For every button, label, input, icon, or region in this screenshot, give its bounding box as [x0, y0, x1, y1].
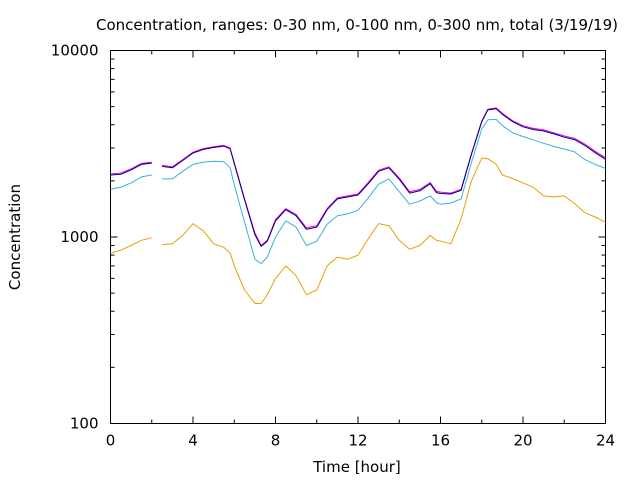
x-tick-label: 4 [188, 432, 198, 450]
x-tick-label: 20 [513, 432, 532, 450]
series-line-1 [110, 157, 606, 304]
axis-tick-labels: 0 4 8 12 16 20 24 100 1000 10000 [51, 42, 615, 450]
x-tick-label: 0 [106, 432, 116, 450]
x-tick-label: 12 [348, 432, 367, 450]
y-tick-label: 10000 [51, 42, 99, 60]
x-tick-label: 16 [431, 432, 450, 450]
series-line-2 [110, 118, 606, 265]
series-line-4 [110, 108, 606, 247]
y-tick-label: 100 [70, 415, 99, 433]
axis-ticks [110, 50, 606, 424]
plot-frame [110, 50, 606, 424]
y-axis-label: Concentration [6, 184, 24, 290]
chart-title: Concentration, ranges: 0-30 nm, 0-100 nm… [96, 16, 618, 34]
x-tick-label: 8 [271, 432, 281, 450]
series-lines [110, 107, 606, 304]
y-tick-label: 1000 [60, 228, 98, 246]
x-axis-label: Time [hour] [312, 458, 401, 476]
x-tick-label: 24 [596, 432, 615, 450]
